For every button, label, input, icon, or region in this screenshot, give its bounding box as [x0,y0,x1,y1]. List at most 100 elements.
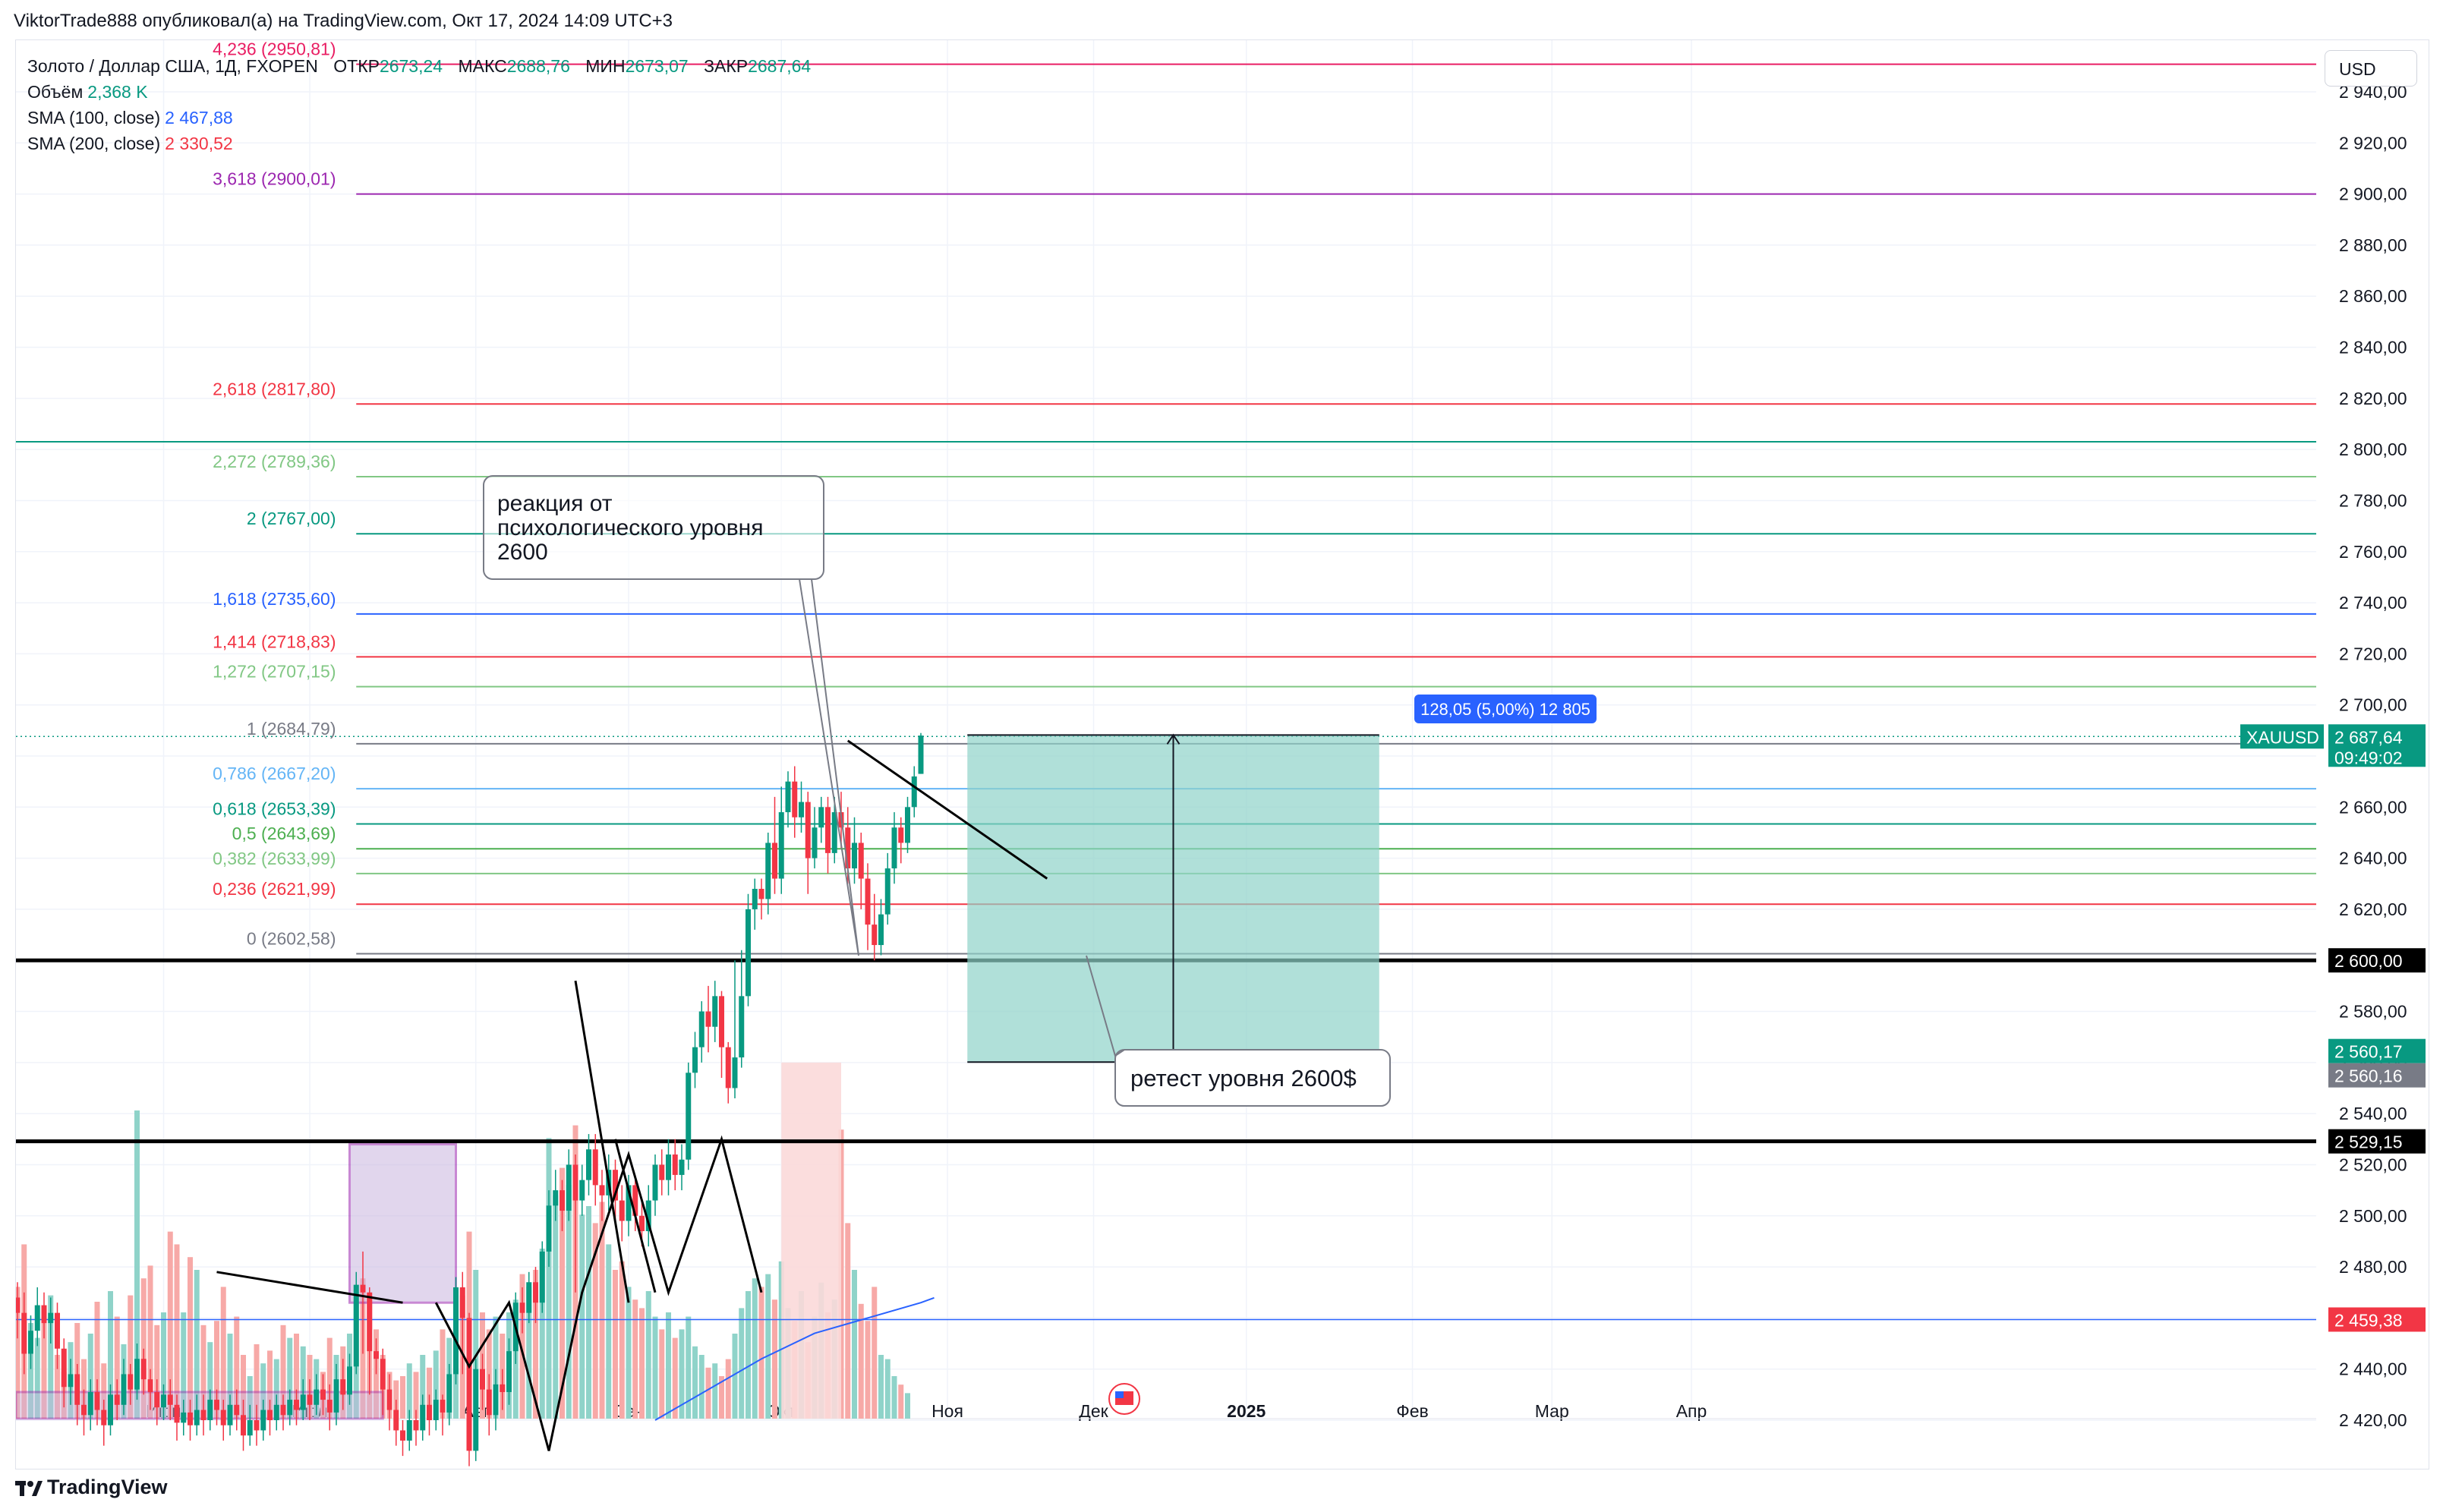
y-axis-tick-label: 2 720,00 [2339,644,2407,663]
callout-top-line: психологического уровня [497,515,763,540]
measure-label-text: 128,05 (5,00%) 12 805 [1420,700,1590,719]
volume-bar [639,1308,645,1419]
x-axis-label: 2025 [1227,1401,1266,1421]
legend-close-value: 2687,64 [748,56,812,76]
volume-bar [746,1291,751,1419]
price-badge-2459-bg [2328,1307,2426,1332]
callout-bottom-pointer [1086,955,1125,1057]
volume-bar [55,1355,60,1419]
volume-bar [134,1110,140,1419]
y-axis-tick-label: 2 920,00 [2339,133,2407,153]
candle-body [825,807,831,853]
volume-bar [725,1359,731,1419]
y-axis-tick-label: 2 540,00 [2339,1104,2407,1123]
volume-bar [273,1359,279,1419]
volume-bar [101,1363,107,1419]
volume-bar [493,1316,499,1419]
fib-level-label: 1 (2684,79) [247,719,336,739]
candle-body [260,1410,266,1431]
y-axis-tick-label: 2 640,00 [2339,849,2407,868]
volume-bar [241,1355,246,1419]
candle-body [765,843,771,899]
candle-body [87,1391,93,1416]
volume-bar [679,1329,685,1419]
x-axis-label: Дек [1079,1401,1108,1421]
fib-level-label: 0,236 (2621,99) [213,879,336,899]
candle-body [34,1305,40,1331]
candle-body [672,1154,678,1175]
volume-bar [400,1376,405,1419]
fib-level-label: 0,786 (2667,20) [213,764,336,783]
volume-bar [406,1363,412,1419]
volume-bar [34,1337,40,1419]
volume-bar [732,1334,738,1419]
candle-body [686,1073,692,1160]
volume-bar [473,1270,479,1419]
legend-sma100-value: 2 467,88 [165,108,233,128]
currency-button[interactable]: USD [2325,50,2417,87]
candle-body [347,1366,352,1395]
y-axis-tick-label: 2 660,00 [2339,797,2407,817]
volume-bar [287,1337,293,1419]
volume-bar [845,1223,851,1419]
sma100-line [654,1296,935,1421]
candle-body [320,1389,326,1400]
price-badge-last-sub: 09:49:02 [2334,748,2403,767]
candle-body [778,812,784,879]
volume-bar [167,1231,173,1419]
volume-bar [207,1342,213,1419]
candle-body [732,1057,738,1088]
fib-level-label: 2 (2767,00) [247,509,336,528]
candle-body [340,1379,346,1395]
candle-body [666,1154,671,1180]
candle-body [300,1394,306,1410]
price-badge-2560-16: 2 560,16 [2334,1066,2403,1086]
price-badge-2459: 2 459,38 [2334,1310,2403,1330]
fib-level-label: 2,272 (2789,36) [213,452,336,471]
measure-arrow-head [1166,733,1181,745]
candle-body [652,1164,658,1201]
candle-body [314,1389,320,1405]
volume-bar [692,1346,698,1419]
price-badge-2560-17: 2 560,17 [2334,1042,2403,1062]
candle-body [55,1312,60,1349]
volume-bar [758,1287,764,1419]
x-axis-label: Мар [1535,1401,1569,1421]
volume-bar [48,1295,54,1419]
candle-body [333,1379,339,1413]
candle-body [147,1379,153,1392]
candle-body [200,1410,206,1420]
candle-body [453,1287,459,1375]
volume-bar [705,1367,711,1419]
chart-canvas[interactable]: 2 420,002 440,002 460,002 480,002 500,00… [16,40,2429,1469]
candle-body [214,1400,219,1410]
volume-bar [200,1325,206,1419]
callout-top-line: реакция от [497,491,613,516]
chart-panel[interactable]: 2 420,002 440,002 460,002 480,002 500,00… [15,39,2429,1469]
ticker-badge-bg [2240,724,2324,749]
candle-body [891,827,897,869]
volume-bar [553,1195,559,1419]
candle-body [772,843,777,879]
candle-body [446,1374,452,1413]
volume-bar [413,1372,419,1419]
volume-bar [865,1321,871,1419]
y-axis-tick-label: 2 840,00 [2339,338,2407,358]
candle-body [267,1410,273,1420]
candle-body [579,1180,585,1201]
legend-sma200-value: 2 330,52 [165,134,233,153]
candle-body [546,1205,552,1252]
volume-bar [872,1287,878,1419]
candle-body [526,1282,532,1313]
candle-body [898,827,904,843]
candle-body [500,1384,506,1392]
volume-bar [852,1270,857,1419]
candle-body [626,1185,632,1221]
y-axis-tick-label: 2 440,00 [2339,1359,2407,1379]
volume-bar [108,1291,113,1419]
volume-bar [586,1206,591,1419]
y-axis-tick-label: 2 780,00 [2339,490,2407,510]
volume-bar [41,1308,47,1419]
volume-bar [154,1325,160,1419]
price-badge-last-bg [2328,724,2426,767]
